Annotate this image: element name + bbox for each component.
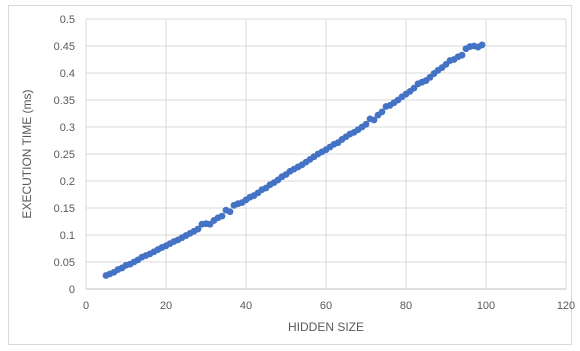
data-point xyxy=(370,116,378,124)
y-tick-label: 0.2 xyxy=(60,176,75,188)
data-point xyxy=(458,51,466,59)
y-tick-label: 0.4 xyxy=(60,68,75,80)
y-tick-label: 0.45 xyxy=(54,41,75,53)
x-tick-label: 40 xyxy=(240,300,252,312)
y-tick-label: 0 xyxy=(69,284,75,296)
y-tick-label: 0.35 xyxy=(54,95,75,107)
tick-labels: 0 0.05 0.1 0.15 0.2 0.25 0.3 0.35 0.4 0.45 0.5 0 20 4… xyxy=(54,14,576,312)
data-point xyxy=(378,108,386,116)
x-tick-label: 100 xyxy=(477,300,495,312)
y-tick-label: 0.05 xyxy=(54,257,75,269)
data-point xyxy=(478,41,486,49)
y-tick-label: 0.15 xyxy=(54,203,75,215)
x-axis-title: HIDDEN SIZE xyxy=(288,320,364,334)
x-tick-label: 0 xyxy=(83,300,89,312)
y-tick-label: 0.3 xyxy=(60,122,75,134)
data-point xyxy=(226,208,234,216)
data-point xyxy=(218,212,226,220)
chart-frame xyxy=(8,5,572,345)
y-tick-label: 0.5 xyxy=(60,14,75,26)
x-tick-label: 80 xyxy=(400,300,412,312)
x-tick-label: 60 xyxy=(320,300,332,312)
data-point xyxy=(410,84,418,92)
data-point xyxy=(194,225,202,233)
data-point xyxy=(362,120,370,128)
y-tick-label: 0.1 xyxy=(60,230,75,242)
y-tick-label: 0.25 xyxy=(54,149,75,161)
data-points xyxy=(102,41,486,279)
gridlines xyxy=(85,18,567,290)
x-tick-label: 20 xyxy=(160,300,172,312)
x-tick-label: 120 xyxy=(557,300,575,312)
y-axis-title: EXECUTION TIME (ms) xyxy=(20,89,34,218)
